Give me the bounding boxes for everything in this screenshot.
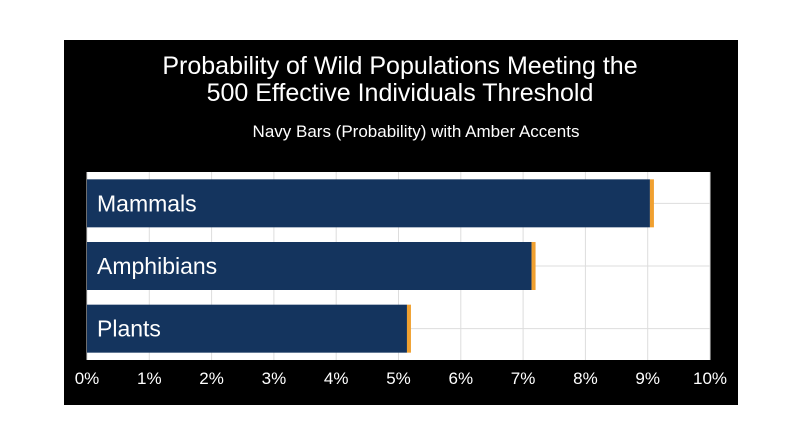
x-tick-label: 1% bbox=[137, 369, 162, 388]
bar-accent-mammals bbox=[649, 179, 654, 228]
x-tick-label: 7% bbox=[511, 369, 536, 388]
x-tick-label: 3% bbox=[262, 369, 287, 388]
chart-subtitle: Navy Bars (Probability) with Amber Accen… bbox=[252, 122, 580, 141]
x-tick-label: 9% bbox=[635, 369, 660, 388]
bar-label-amphibians: Amphibians bbox=[97, 253, 217, 279]
x-tick-label: 0% bbox=[75, 369, 100, 388]
x-tick-label: 5% bbox=[386, 369, 411, 388]
x-tick-label: 2% bbox=[199, 369, 224, 388]
x-tick-label: 6% bbox=[449, 369, 474, 388]
bar-label-plants: Plants bbox=[97, 316, 161, 342]
chart-title-line-1: Probability of Wild Populations Meeting … bbox=[162, 52, 638, 80]
bar-label-mammals: Mammals bbox=[97, 190, 197, 216]
bar-accent-amphibians bbox=[531, 242, 536, 290]
bar-mammals bbox=[87, 179, 650, 228]
bar-plants bbox=[87, 304, 407, 353]
x-tick-label: 10% bbox=[693, 369, 727, 388]
x-tick-label: 4% bbox=[324, 369, 349, 388]
bar-amphibians bbox=[87, 242, 532, 290]
bar-accent-plants bbox=[406, 304, 411, 353]
x-tick-label: 8% bbox=[573, 369, 598, 388]
chart-title-line-2: 500 Effective Individuals Threshold bbox=[206, 79, 594, 107]
